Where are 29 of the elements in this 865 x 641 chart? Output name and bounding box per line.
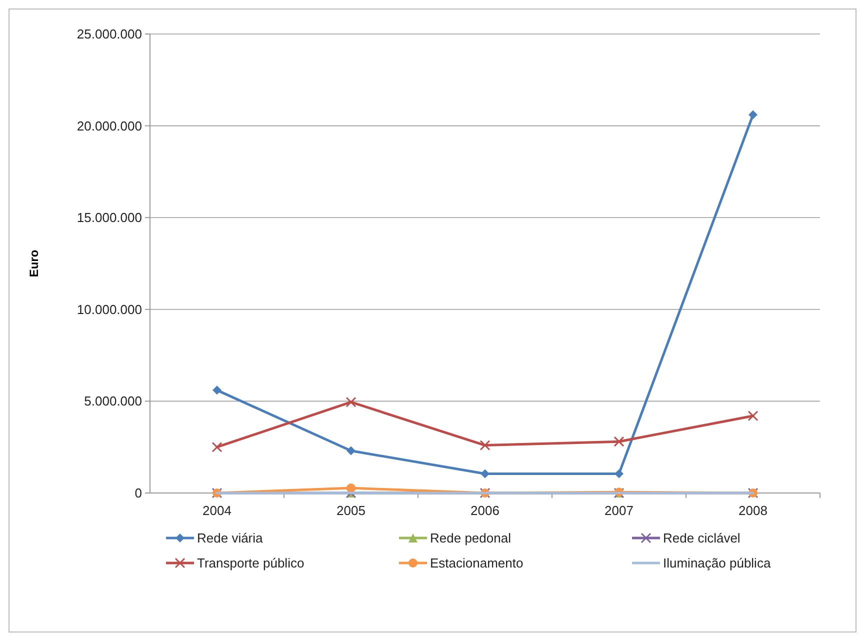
point <box>346 484 356 493</box>
legend-label: Rede viária <box>197 530 264 546</box>
legend-label: Rede pedonal <box>430 530 512 546</box>
point <box>480 469 490 478</box>
point <box>212 386 222 395</box>
y-tick-label: 15.000.000 <box>76 210 142 226</box>
point <box>614 436 624 447</box>
x-tick-label: 2005 <box>336 503 366 518</box>
point <box>614 469 624 478</box>
legend-label: Transporte público <box>197 556 304 570</box>
point <box>346 446 356 456</box>
y-axis-title: Euro <box>27 250 41 278</box>
point <box>346 396 356 408</box>
point <box>748 110 758 120</box>
y-tick-label: 5.000.000 <box>84 394 142 409</box>
y-tick-label: 0 <box>134 486 142 500</box>
legend-label: Rede ciclável <box>663 530 740 546</box>
x-tick-label: 2006 <box>470 503 500 518</box>
y-tick-label: 25.000.000 <box>76 26 142 42</box>
y-tick-label: 10.000.000 <box>76 302 142 317</box>
point <box>212 442 222 452</box>
y-tick-label: 20.000.000 <box>76 118 142 134</box>
x-tick-label: 2008 <box>738 503 768 518</box>
x-tick-label: 2004 <box>202 503 232 518</box>
point <box>748 410 758 422</box>
point <box>480 440 490 451</box>
x-tick-label: 2007 <box>604 503 634 518</box>
legend-label: Iluminação pública <box>663 556 772 570</box>
legend-label: Estacionamento <box>430 556 524 570</box>
